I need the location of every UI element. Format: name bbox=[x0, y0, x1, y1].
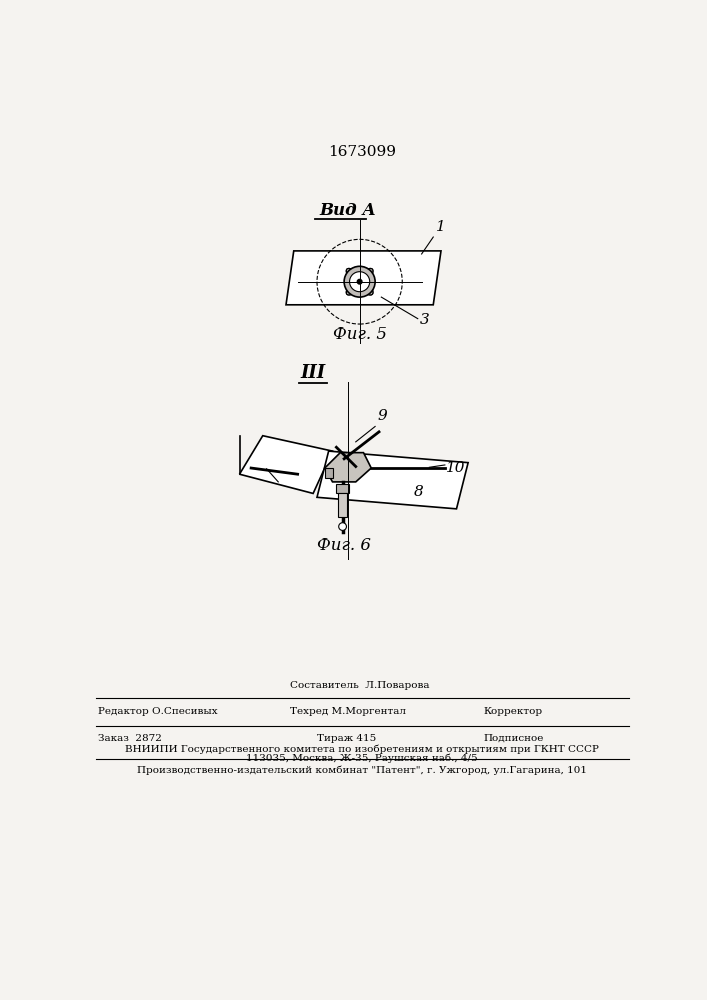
Text: III: III bbox=[300, 364, 326, 382]
Circle shape bbox=[339, 523, 346, 530]
Polygon shape bbox=[346, 268, 373, 295]
Text: 9: 9 bbox=[378, 409, 387, 423]
Text: Корректор: Корректор bbox=[484, 707, 543, 716]
Polygon shape bbox=[325, 468, 332, 478]
Text: 1673099: 1673099 bbox=[328, 145, 396, 159]
Circle shape bbox=[344, 266, 375, 297]
Text: 1: 1 bbox=[436, 220, 445, 234]
Text: Составитель  Л.Поварова: Составитель Л.Поварова bbox=[290, 681, 429, 690]
Text: Тираж 415: Тираж 415 bbox=[317, 734, 376, 743]
Circle shape bbox=[357, 279, 362, 284]
Text: 8: 8 bbox=[414, 485, 423, 499]
Polygon shape bbox=[346, 268, 373, 295]
Text: Техред М.Моргентал: Техред М.Моргентал bbox=[290, 707, 406, 716]
Text: Фиг. 6: Фиг. 6 bbox=[317, 537, 371, 554]
Polygon shape bbox=[337, 484, 349, 493]
Polygon shape bbox=[240, 436, 332, 493]
Polygon shape bbox=[286, 251, 441, 305]
Polygon shape bbox=[338, 493, 347, 517]
Polygon shape bbox=[325, 453, 371, 482]
Text: Производственно-издательский комбинат "Патент", г. Ужгород, ул.Гагарина, 101: Производственно-издательский комбинат "П… bbox=[137, 766, 587, 775]
Text: 113035, Москва, Ж-35, Раушская наб., 4/5: 113035, Москва, Ж-35, Раушская наб., 4/5 bbox=[246, 754, 478, 763]
Polygon shape bbox=[346, 268, 373, 295]
Text: 10: 10 bbox=[446, 461, 466, 475]
Polygon shape bbox=[346, 268, 373, 295]
Polygon shape bbox=[317, 451, 468, 509]
Text: Подписное: Подписное bbox=[484, 734, 544, 743]
Text: Заказ  2872: Заказ 2872 bbox=[98, 734, 162, 743]
Text: Фиг. 5: Фиг. 5 bbox=[332, 326, 387, 343]
Text: Редактор О.Спесивых: Редактор О.Спесивых bbox=[98, 707, 217, 716]
Text: 3: 3 bbox=[420, 313, 430, 327]
Text: ВНИИПИ Государственного комитета по изобретениям и открытиям при ГКНТ СССР: ВНИИПИ Государственного комитета по изоб… bbox=[125, 744, 599, 754]
Circle shape bbox=[349, 272, 370, 292]
Text: Вид А: Вид А bbox=[320, 202, 376, 219]
